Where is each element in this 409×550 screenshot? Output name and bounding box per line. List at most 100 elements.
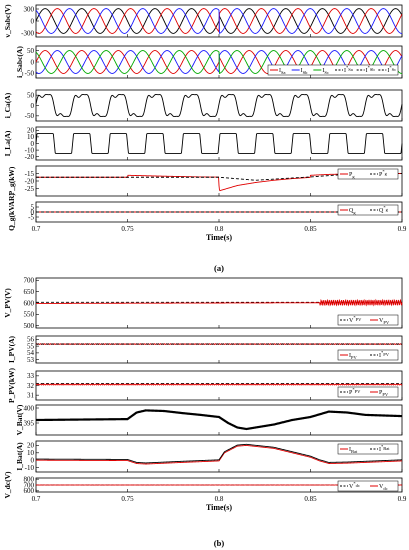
- y-tick-label: 32: [27, 382, 35, 390]
- legend-entry: I*Sb: [366, 65, 376, 74]
- y-tick-label: -5: [28, 213, 34, 221]
- y-tick-label: -50: [25, 112, 35, 120]
- x-tick-label: 0.7: [32, 495, 41, 503]
- y-axis-label: V_Bat(V): [15, 404, 24, 435]
- y-tick-label: 55: [27, 342, 35, 350]
- y-tick-label: 650: [24, 288, 35, 296]
- y-tick-label: 56: [27, 336, 35, 344]
- y-tick-label: -50: [25, 70, 35, 78]
- legend-entry: I*Sc: [387, 65, 396, 74]
- legend-entry: Qg: [349, 208, 356, 215]
- y-tick-label: 0: [31, 102, 35, 110]
- y-tick-label: 700: [24, 481, 35, 489]
- y-axis-label: v_Sabc(V): [3, 4, 12, 38]
- y-axis-label: V_PV(V): [3, 288, 12, 318]
- series-line-i-sc: [35, 50, 403, 74]
- y-tick-label: 54: [27, 349, 35, 357]
- legend-entry: ISa: [279, 68, 286, 75]
- y-tick-label: 800: [24, 475, 35, 483]
- subplot-7: 700 650 600 550 500 V_PV(V) V*PV VPV: [3, 277, 403, 330]
- x-tick-label: 0.75: [121, 225, 134, 233]
- subplot-5: -15-20-25 P_g(kW) Pg P*g: [7, 165, 403, 197]
- x-tick-label: 0.9: [398, 495, 407, 503]
- panel-label-b: (b): [214, 538, 225, 548]
- y-axis-label: i_Ca(A): [3, 92, 12, 118]
- subplot-2: 50 0 -50i_Sabc(A) ISa ISb ISc I*Sa I*Sb I*Sc: [15, 45, 403, 79]
- y-tick-label: -10: [25, 464, 35, 472]
- y-tick-label: 0: [31, 140, 35, 148]
- y-tick-label: 53: [27, 356, 35, 364]
- legend: V*PV VPV: [337, 314, 399, 326]
- legend-entry: ISc: [322, 68, 329, 75]
- y-tick-label: 400: [24, 404, 35, 412]
- y-axis-label: Q_g(kVAR): [7, 193, 16, 231]
- y-tick-label: 0: [31, 17, 35, 25]
- x-tick-label: 0.75: [121, 495, 134, 503]
- legend: P*PV PPV: [337, 386, 399, 398]
- legend: IPV I*PV: [337, 349, 399, 361]
- legend-entry: V*PV: [349, 315, 362, 324]
- y-tick-label: 33: [27, 372, 35, 380]
- legend-entry: Vdc: [379, 484, 388, 491]
- legend-entry: IPV: [349, 353, 358, 360]
- legend-entry: V*dc: [349, 481, 360, 490]
- y-axis-label: P_PV(kW): [7, 368, 16, 403]
- legend-entry: I*Bat: [379, 444, 390, 453]
- y-tick-label: -15: [25, 170, 35, 178]
- legend: Pg P*g: [337, 168, 399, 180]
- y-tick-label: 10: [27, 133, 35, 141]
- x-tick-label: 0.8: [215, 225, 224, 233]
- y-tick-label: 700: [24, 277, 35, 285]
- y-tick-label: 50: [27, 91, 35, 99]
- y-tick-label: 600: [24, 299, 35, 307]
- y-axis-label: i_Sabc(A): [15, 46, 24, 78]
- y-tick-label: 31: [27, 391, 35, 399]
- y-tick-label: 10: [27, 449, 35, 457]
- y-tick-label: 300: [24, 5, 35, 13]
- y-tick-label: 5: [31, 203, 35, 211]
- series-line-i-ca: [35, 93, 403, 118]
- legend-entry: Q*g: [379, 205, 389, 214]
- series-line-i-bat: [36, 444, 403, 465]
- x-tick-label: 0.85: [304, 495, 317, 503]
- x-tick-label: 0.9: [398, 225, 407, 233]
- y-tick-label: 50: [27, 47, 35, 55]
- legend-entry: Pg: [349, 172, 355, 179]
- series-line-i-bat: [35, 443, 403, 464]
- x-axis-label: Time(s): [206, 233, 232, 242]
- y-axis-label: I_Bat(A): [15, 442, 24, 471]
- y-axis-label: P_g(kW): [7, 166, 16, 195]
- y-tick-label: -20: [25, 153, 35, 161]
- series-line-v-bat: [36, 409, 403, 431]
- y-tick-label: 600: [24, 487, 35, 495]
- y-tick-label: 395: [24, 419, 35, 427]
- legend-entry: VPV: [379, 318, 390, 325]
- y-tick-label: 0: [31, 456, 35, 464]
- x-tick-label: 0.85: [304, 225, 317, 233]
- legend: V*dc Vdc: [337, 480, 399, 492]
- legend: ISa ISb ISc I*Sa I*Sb I*Sc: [267, 64, 399, 76]
- y-tick-label: -20: [25, 177, 35, 185]
- x-tick-label: 0.8: [215, 495, 224, 503]
- legend-entry: I*Sa: [344, 65, 353, 74]
- panel-label-a: (a): [214, 263, 224, 273]
- y-tick-label: -300: [21, 29, 34, 37]
- series-line-p-pv: [35, 383, 403, 386]
- y-tick-label: 20: [27, 127, 35, 135]
- y-axis-label: I_PV(A): [7, 335, 16, 363]
- y-axis-label: V_dc(V): [3, 471, 12, 499]
- legend-entry: IBat: [349, 447, 358, 454]
- legend: Qg Q*g: [337, 204, 399, 216]
- y-tick-label: -10: [25, 146, 35, 154]
- y-tick-label: 550: [24, 311, 35, 319]
- legend-entry: I*PV: [379, 350, 390, 359]
- subplot-1: 300 0 -300 v_Sabc(V): [3, 4, 403, 38]
